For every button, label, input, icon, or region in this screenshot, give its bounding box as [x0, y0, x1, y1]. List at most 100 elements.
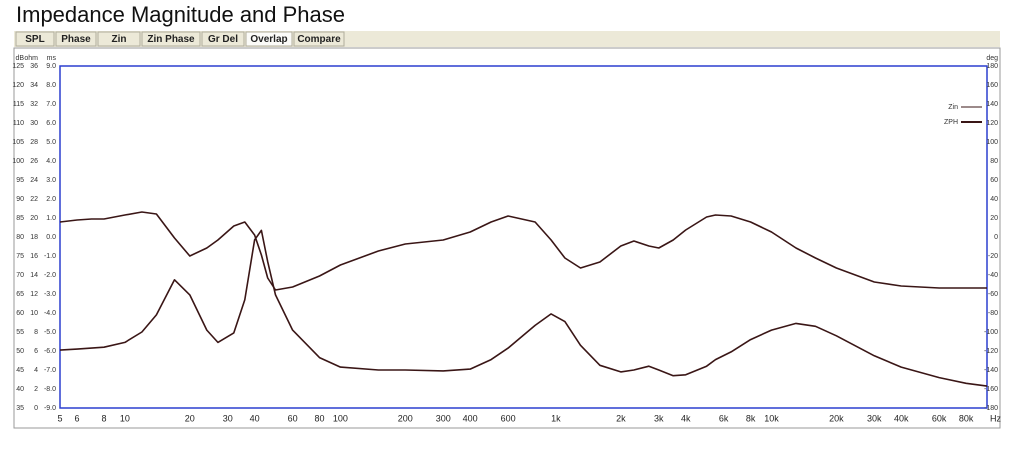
y-tick-label: 22: [30, 196, 38, 203]
y-tick-label: 32: [30, 101, 38, 108]
tab[interactable]: Phase: [55, 31, 97, 47]
y-tick-label: 8.0: [46, 82, 56, 89]
x-tick-label: 200: [398, 413, 413, 423]
tab-button[interactable]: [245, 31, 293, 47]
y2-tick-label: -60: [988, 291, 998, 298]
y-tick-label: 30: [30, 120, 38, 127]
tab-button[interactable]: [15, 31, 55, 47]
y-tick-label: 26: [30, 158, 38, 165]
y2-tick-label: -80: [988, 310, 998, 317]
y-tick-label: 2.0: [46, 196, 56, 203]
tab[interactable]: Gr Del: [201, 31, 245, 47]
y-tick-label: 1.0: [46, 215, 56, 222]
x-tick-label: 8k: [746, 413, 756, 423]
y-tick-label: -3.0: [44, 291, 56, 298]
tab-button[interactable]: [55, 31, 97, 47]
tab[interactable]: Compare: [293, 31, 345, 47]
y-tick-label: 60: [16, 310, 24, 317]
x-tick-label: 5: [57, 413, 62, 423]
y2-tick-label: -140: [984, 367, 998, 374]
y-tick-label: 16: [30, 253, 38, 260]
y-tick-label: 14: [30, 272, 38, 279]
y-tick-label: 6: [34, 348, 38, 355]
y-tick-label: -7.0: [44, 367, 56, 374]
tab[interactable]: Zin Phase: [141, 31, 201, 47]
tab-button[interactable]: [201, 31, 245, 47]
x-tick-label: 10k: [764, 413, 779, 423]
y2-tick-label: -160: [984, 386, 998, 393]
y-tick-label: 10: [30, 310, 38, 317]
y-tick-label: 50: [16, 348, 24, 355]
y-tick-label: 85: [16, 215, 24, 222]
y-tick-label: 40: [16, 386, 24, 393]
y-tick-label: 7.0: [46, 101, 56, 108]
tab-label[interactable]: Zin: [112, 34, 127, 45]
y-tick-label: -1.0: [44, 253, 56, 260]
y-tick-label: 18: [30, 234, 38, 241]
x-tick-label: 40k: [894, 413, 909, 423]
legend-label: ZPH: [944, 119, 958, 126]
x-tick-label: 3k: [654, 413, 664, 423]
y2-tick-label: 100: [986, 139, 998, 146]
y2-tick-label: 160: [986, 82, 998, 89]
y-tick-label: 24: [30, 177, 38, 184]
x-tick-label: 40: [250, 413, 260, 423]
y2-tick-label: -120: [984, 348, 998, 355]
x-tick-label: 80: [315, 413, 325, 423]
y-tick-label: 110: [13, 120, 24, 127]
y-tick-label: 115: [13, 101, 24, 108]
tab-button[interactable]: [97, 31, 141, 47]
y-tick-label: 4.0: [46, 158, 56, 165]
y2-tick-label: -180: [984, 405, 998, 412]
y-tick-label: 6.0: [46, 120, 56, 127]
x-tick-label: 10: [120, 413, 130, 423]
x-tick-label: 300: [436, 413, 451, 423]
y-tick-label: -8.0: [44, 386, 56, 393]
window-title: Impedance Magnitude and Phase: [16, 2, 345, 27]
y-axis-unit: dB: [15, 55, 24, 62]
tab-label[interactable]: Compare: [297, 34, 341, 45]
tab[interactable]: SPL: [15, 31, 55, 47]
tab[interactable]: Overlap: [245, 31, 293, 47]
y-tick-label: 2: [34, 386, 38, 393]
y-axis-unit: ohm: [24, 55, 38, 62]
y2-tick-label: -100: [984, 329, 998, 336]
y-tick-label: 95: [16, 177, 24, 184]
y-tick-label: 80: [16, 234, 24, 241]
y-tick-label: 5.0: [46, 139, 56, 146]
y2-tick-label: -40: [988, 272, 998, 279]
series-line: [59, 211, 987, 291]
x-tick-label: 100: [333, 413, 348, 423]
y-tick-label: 4: [34, 367, 38, 374]
x-tick-label: 30: [223, 413, 233, 423]
x-tick-label: 20: [185, 413, 195, 423]
y2-tick-label: 180: [986, 63, 998, 70]
x-tick-label: 2k: [616, 413, 626, 423]
y2-axis-unit: deg: [986, 55, 998, 62]
y-tick-label: 45: [16, 367, 24, 374]
x-tick-label: 80k: [959, 413, 974, 423]
x-tick-label: 6k: [719, 413, 729, 423]
y-tick-label: -5.0: [44, 329, 56, 336]
tab-label[interactable]: Gr Del: [208, 34, 238, 45]
tab-label[interactable]: Overlap: [250, 34, 287, 45]
y-axis-unit: ms: [47, 55, 57, 62]
y-tick-label: -9.0: [44, 405, 56, 412]
y-tick-label: 70: [16, 272, 24, 279]
y-tick-label: 35: [16, 405, 24, 412]
y2-tick-label: 0: [994, 234, 998, 241]
tab-button[interactable]: [293, 31, 345, 47]
tab-label[interactable]: Zin Phase: [147, 34, 195, 45]
series-line: [59, 229, 988, 387]
y2-tick-label: 20: [990, 215, 998, 222]
tab-label[interactable]: SPL: [25, 34, 44, 45]
tab-button[interactable]: [141, 31, 201, 47]
x-tick-label: 4k: [681, 413, 691, 423]
x-tick-label: 30k: [867, 413, 882, 423]
y-tick-label: 55: [16, 329, 24, 336]
y-tick-label: 28: [30, 139, 38, 146]
tab-label[interactable]: Phase: [61, 34, 91, 45]
x-tick-label: 60: [288, 413, 298, 423]
tab[interactable]: Zin: [97, 31, 141, 47]
